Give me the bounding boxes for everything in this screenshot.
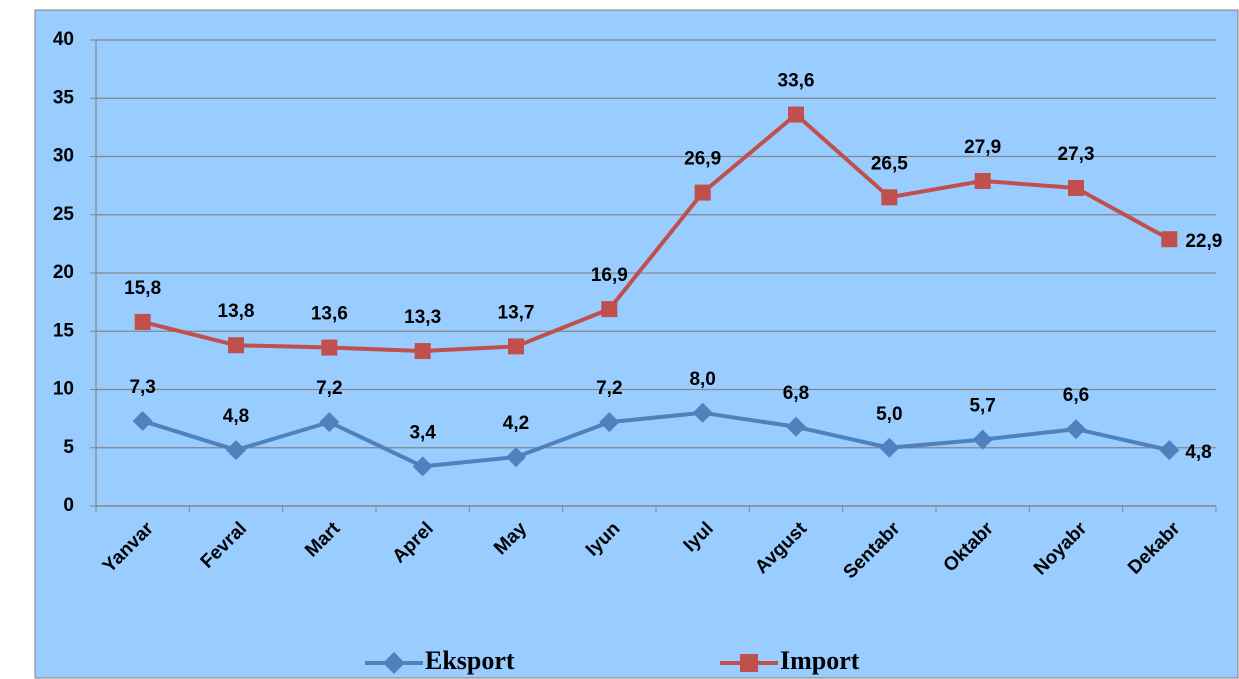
data-label: 13,7 [498, 302, 535, 323]
y-tick-label: 40 [53, 29, 74, 50]
marker [226, 440, 246, 461]
data-label: 7,3 [129, 377, 155, 398]
data-label: 13,8 [218, 301, 255, 322]
marker [881, 189, 898, 206]
data-label: 8,0 [689, 369, 715, 390]
marker [788, 106, 804, 123]
marker [1159, 440, 1180, 461]
y-tick-label: 30 [53, 146, 74, 167]
chart-background [34, 9, 1239, 679]
data-label: 4,8 [1185, 442, 1211, 463]
data-label: 13,6 [311, 304, 348, 325]
y-tick-label: 0 [63, 495, 74, 516]
marker [974, 172, 991, 189]
marker [506, 447, 526, 468]
legend-text: Import [780, 646, 860, 675]
marker [692, 402, 713, 423]
y-tick-label: 25 [53, 204, 75, 225]
data-label: 7,2 [596, 378, 622, 399]
data-label: 4,2 [503, 413, 529, 434]
y-tick-label: 10 [53, 379, 74, 400]
data-label: 33,6 [778, 71, 815, 92]
marker [132, 410, 153, 431]
legend-text: Eksport [425, 646, 515, 675]
marker [972, 429, 993, 450]
data-label: 13,3 [404, 307, 441, 328]
marker [1068, 179, 1084, 196]
series-line [142, 410, 1170, 469]
data-label: 22,9 [1185, 231, 1222, 252]
marker [599, 412, 620, 433]
data-label: 6,6 [1063, 385, 1089, 406]
marker [383, 652, 405, 674]
marker [601, 301, 618, 318]
series-line [142, 112, 1171, 354]
marker [1161, 231, 1178, 248]
data-label: 7,2 [316, 378, 342, 399]
data-label: 27,3 [1058, 144, 1095, 165]
marker [319, 412, 340, 433]
marker [879, 437, 900, 458]
marker [508, 338, 524, 355]
marker [412, 456, 433, 477]
data-label: 15,8 [124, 278, 161, 299]
series: 15,8 13,8 13,6 13,3 13,7 16,9 26,9 33,6 26,5 27,9… [124, 71, 1222, 360]
data-label: 3,4 [409, 422, 436, 443]
data-label: 16,9 [591, 265, 628, 286]
marker [694, 184, 711, 201]
data-label: 26,5 [871, 153, 908, 174]
marker [134, 313, 151, 330]
data-label: 4,8 [223, 406, 249, 427]
data-label: 6,8 [783, 383, 809, 404]
marker [786, 416, 806, 437]
marker [740, 654, 758, 672]
y-tick-label: 35 [53, 87, 75, 108]
y-tick-label: 20 [53, 262, 74, 283]
marker [228, 337, 244, 354]
y-tick-label: 15 [53, 320, 75, 341]
marker [414, 343, 431, 360]
data-label: 27,9 [964, 137, 1001, 158]
y-tick-label: 5 [63, 437, 74, 458]
data-label: 5,7 [969, 396, 995, 417]
marker [1066, 419, 1086, 440]
data-label: 5,0 [876, 404, 902, 425]
marker [321, 339, 338, 356]
series: 7,3 4,8 7,2 3,4 4,2 7,2 8,0 6,8 5,0 5,7 6,6 4,8 [129, 369, 1212, 477]
data-label: 26,9 [684, 149, 721, 170]
